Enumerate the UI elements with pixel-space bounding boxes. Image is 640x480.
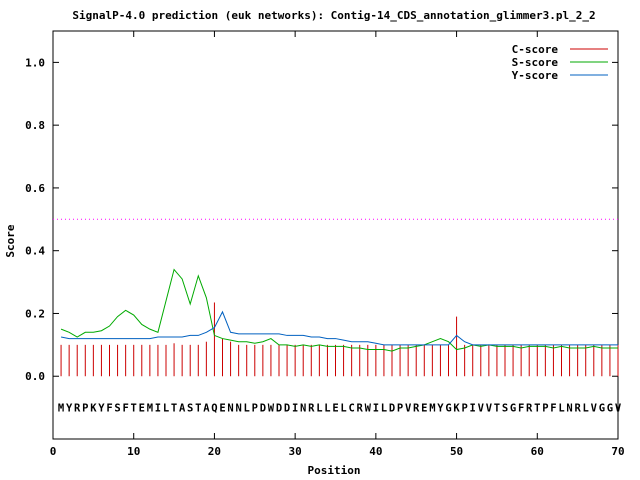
sequence-residue: N bbox=[235, 403, 241, 415]
sequence-residue: G bbox=[607, 403, 613, 415]
sequence-residue: I bbox=[292, 403, 298, 415]
sequence-residue: L bbox=[324, 403, 330, 415]
x-tick-label: 30 bbox=[289, 445, 302, 458]
sequence-residue: S bbox=[187, 403, 193, 415]
y-tick-label: 0.2 bbox=[25, 307, 45, 320]
sequence-residue: G bbox=[445, 403, 451, 415]
sequence-residue: T bbox=[131, 403, 137, 415]
sequence-residue: V bbox=[591, 403, 598, 415]
sequence-residue: D bbox=[389, 403, 395, 415]
x-tick-label: 40 bbox=[369, 445, 382, 458]
sequence-residue: S bbox=[502, 403, 508, 415]
sequence-residue: V bbox=[478, 403, 485, 415]
sequence-residue: F bbox=[106, 403, 112, 415]
y-tick-label: 1.0 bbox=[25, 56, 45, 69]
sequence-residue: R bbox=[357, 403, 364, 415]
sequence-residue: M bbox=[58, 403, 64, 415]
sequence-residue: L bbox=[381, 403, 387, 415]
sequence-residue: F bbox=[518, 403, 524, 415]
sequence-residue: E bbox=[332, 403, 338, 415]
sequence-residue: P bbox=[397, 403, 403, 415]
plot-frame bbox=[52, 30, 619, 440]
sequence-residue: I bbox=[155, 403, 161, 415]
x-tick-label: 0 bbox=[50, 445, 57, 458]
y-tick-label: 0.0 bbox=[25, 370, 45, 383]
x-tick-label: 60 bbox=[531, 445, 544, 458]
sequence-residue: V bbox=[405, 403, 412, 415]
y-tick-label: 0.8 bbox=[25, 119, 45, 132]
sequence-residue: L bbox=[583, 403, 589, 415]
legend-label: Y-score bbox=[512, 69, 559, 82]
sequence-residue: D bbox=[260, 403, 266, 415]
sequence-residue: N bbox=[227, 403, 233, 415]
x-tick-label: 70 bbox=[611, 445, 624, 458]
sequence-residue: I bbox=[373, 403, 379, 415]
plot-area: 0.00.20.40.60.81.00 10 20 30 40 50 60 70M Y R P K Y F… bbox=[25, 30, 625, 458]
sequence-residue: P bbox=[542, 403, 548, 415]
sequence-residue: A bbox=[179, 403, 186, 415]
sequence-residue: L bbox=[163, 403, 169, 415]
y-score-line bbox=[60, 310, 618, 346]
sequence-residue: E bbox=[219, 403, 225, 415]
sequence-residue: D bbox=[284, 403, 290, 415]
sequence-residue: C bbox=[348, 403, 354, 415]
sequence-residue: L bbox=[340, 403, 346, 415]
sequence-residue: R bbox=[308, 403, 315, 415]
sequence-residue: P bbox=[82, 403, 88, 415]
s-score-line bbox=[60, 268, 618, 352]
sequence-residue: N bbox=[300, 403, 306, 415]
sequence-residue: D bbox=[276, 403, 282, 415]
sequence-residue: T bbox=[494, 403, 500, 415]
sequence-residue: K bbox=[90, 403, 97, 415]
x-tick-label: 10 bbox=[127, 445, 140, 458]
sequence-residue: N bbox=[566, 403, 572, 415]
sequence-residue: I bbox=[470, 403, 476, 415]
sequence-residue: K bbox=[453, 403, 460, 415]
sequence-residue: L bbox=[558, 403, 564, 415]
sequence-residue: F bbox=[550, 403, 556, 415]
sequence-residue: A bbox=[203, 403, 210, 415]
sequence-residue: L bbox=[244, 403, 250, 415]
y-axis-label: Score bbox=[4, 224, 17, 257]
sequence-residue: R bbox=[413, 403, 420, 415]
sequence-residue: T bbox=[534, 403, 540, 415]
sequence-residue: R bbox=[574, 403, 581, 415]
sequence-residue: P bbox=[461, 403, 467, 415]
sequence-residue: Y bbox=[66, 403, 73, 415]
sequence-residue: M bbox=[147, 403, 153, 415]
x-axis-label: Position bbox=[308, 464, 361, 477]
y-tick-label: 0.4 bbox=[25, 245, 45, 258]
sequence-residue: W bbox=[365, 403, 372, 415]
legend-label: S-score bbox=[512, 56, 559, 69]
sequence-residue: F bbox=[122, 403, 128, 415]
sequence-residue: V bbox=[615, 403, 622, 415]
x-tick-label: 20 bbox=[208, 445, 221, 458]
sequence-residue: Q bbox=[211, 403, 217, 415]
sequence-residue: V bbox=[486, 403, 493, 415]
sequence-residue: G bbox=[510, 403, 516, 415]
sequence-residue: Y bbox=[437, 403, 444, 415]
chart-title: SignalP-4.0 prediction (euk networks): C… bbox=[72, 9, 595, 22]
sequence-residue: S bbox=[114, 403, 120, 415]
y-tick-label: 0.6 bbox=[25, 182, 45, 195]
sequence-residue: Y bbox=[98, 403, 105, 415]
sequence-residue: R bbox=[74, 403, 81, 415]
sequence-residue: G bbox=[599, 403, 605, 415]
sequence-residue: T bbox=[195, 403, 201, 415]
sequence-residue: L bbox=[316, 403, 322, 415]
x-tick-label: 50 bbox=[450, 445, 463, 458]
sequence-residue: P bbox=[252, 403, 258, 415]
sequence-residue: E bbox=[139, 403, 145, 415]
sequence-residue: E bbox=[421, 403, 427, 415]
sequence-residue: W bbox=[268, 403, 275, 415]
sequence-residue: M bbox=[429, 403, 435, 415]
sequence-residue: T bbox=[171, 403, 177, 415]
sequence-residue: R bbox=[526, 403, 533, 415]
legend-label: C-score bbox=[512, 43, 559, 56]
